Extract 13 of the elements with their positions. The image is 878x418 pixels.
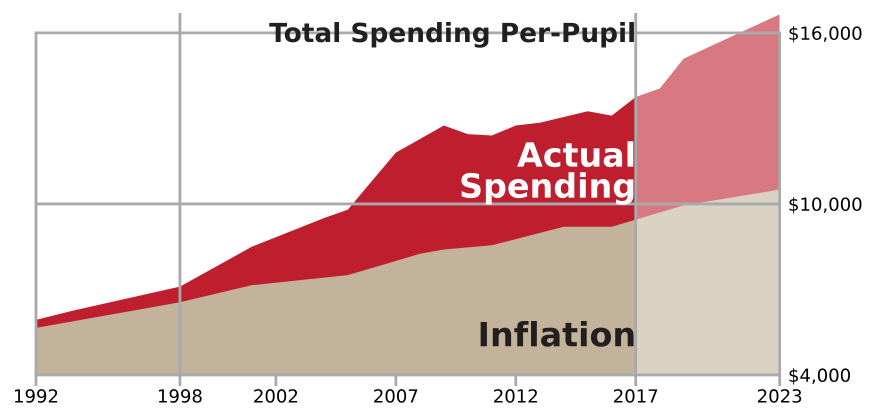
x-tick-label: 2002 bbox=[254, 389, 298, 403]
y-tick-label: $4,000 bbox=[789, 368, 850, 384]
y-tick-label: $10,000 bbox=[789, 197, 862, 214]
series-label: Inflation bbox=[480, 320, 634, 347]
x-tick-label: 2007 bbox=[374, 389, 418, 403]
x-tick-label: 2017 bbox=[614, 389, 658, 403]
x-tick-label: 1998 bbox=[158, 389, 202, 403]
y-tick-label: $16,000 bbox=[789, 26, 862, 42]
x-tick-label: 2012 bbox=[494, 389, 537, 403]
series-label: Actual Spending bbox=[461, 141, 634, 205]
x-tick-label: 1992 bbox=[15, 389, 58, 403]
x-tick-label: 2023 bbox=[758, 389, 802, 403]
chart-title: Total Spending Per-Pupil bbox=[269, 22, 634, 48]
